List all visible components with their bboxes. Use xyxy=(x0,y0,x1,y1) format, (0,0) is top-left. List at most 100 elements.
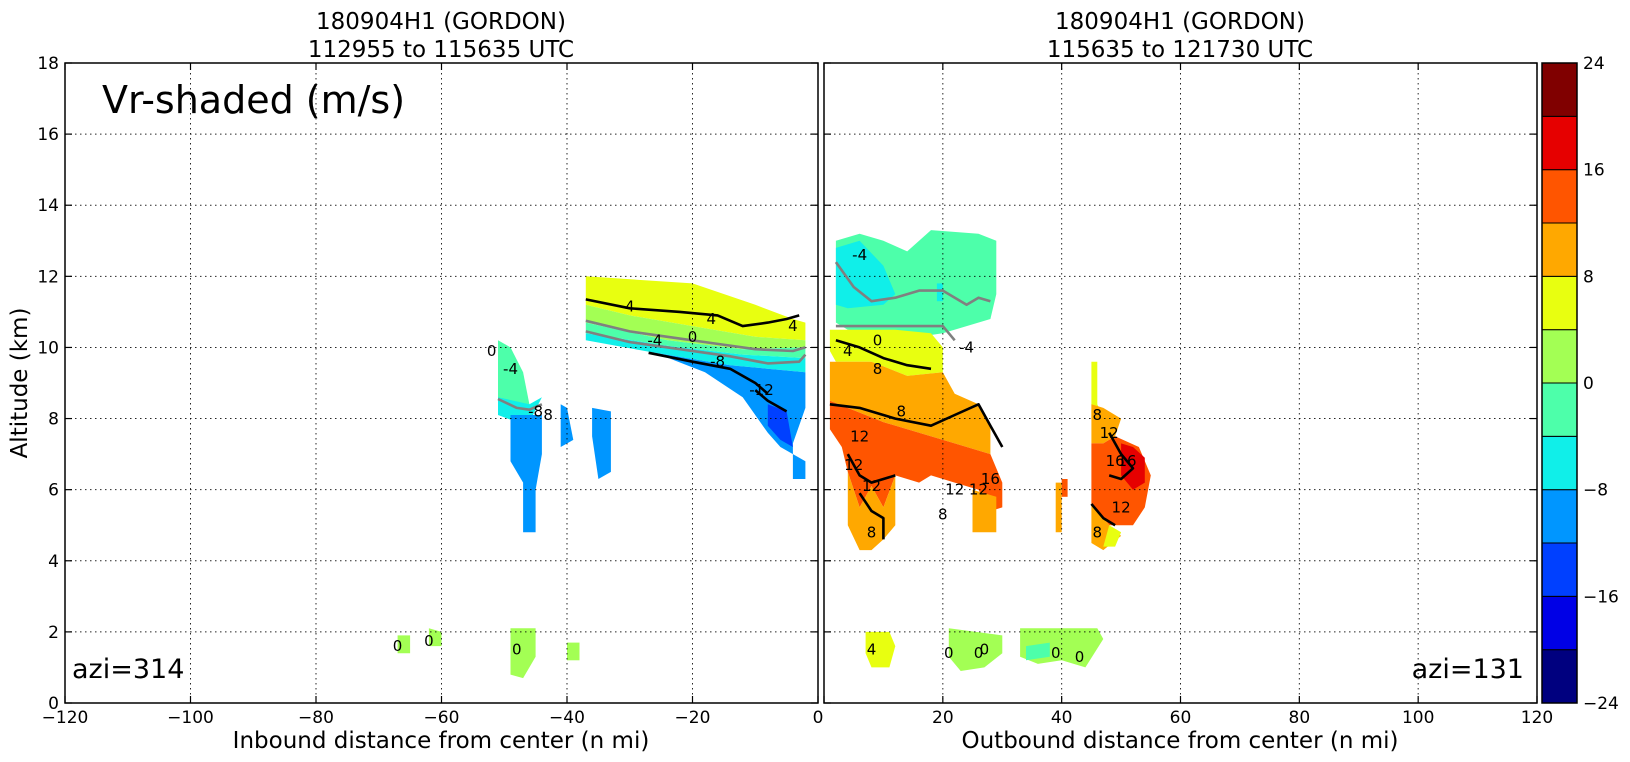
x-tick-label: −120 xyxy=(42,708,89,728)
shaded-region xyxy=(1026,642,1050,661)
panel-label: Vr-shaded (m/s) xyxy=(102,78,405,122)
colorbar-tick-label: 16 xyxy=(1583,161,1605,181)
x-tick-label: −20 xyxy=(675,708,711,728)
y-tick-label: 16 xyxy=(37,125,59,145)
contour-label: 0 xyxy=(944,644,954,662)
shaded-region xyxy=(1061,479,1068,497)
contour-line xyxy=(648,351,769,395)
right-panel-contours xyxy=(829,261,1135,540)
x-tick-label: −80 xyxy=(298,708,334,728)
left-panel-subtitle: 112955 to 115635 UTC xyxy=(308,37,574,63)
colorbar: 24 16 8 0 −8 −16 −24 xyxy=(1541,54,1619,714)
y-tick-label: 12 xyxy=(37,267,59,287)
contour-label: 0 xyxy=(688,328,698,346)
colorbar-tick-label: 24 xyxy=(1583,54,1605,74)
colorbar-cell xyxy=(1541,435,1578,491)
shaded-region xyxy=(829,329,943,376)
shaded-region xyxy=(567,642,580,661)
colorbar-cell xyxy=(1541,222,1578,277)
left-panel-azimuth: azi=314 xyxy=(72,654,184,685)
colorbar-cell xyxy=(1541,542,1578,597)
contour-line xyxy=(1090,503,1116,527)
shaded-region xyxy=(767,404,793,447)
contour-label: 4 xyxy=(788,317,798,335)
colorbar-tick-label: 0 xyxy=(1583,374,1594,394)
y-tick-label: 2 xyxy=(48,623,59,643)
shaded-region xyxy=(560,404,574,447)
contour-label: 4 xyxy=(867,641,877,659)
contour-line xyxy=(835,339,932,371)
contour-label: -4 xyxy=(852,246,867,264)
right-panel-subtitle: 115635 to 121730 UTC xyxy=(1047,37,1313,63)
contour-label: 12 xyxy=(969,481,988,499)
contour-label: -8 xyxy=(710,353,725,371)
right-panel-azimuth: azi=131 xyxy=(1412,654,1524,685)
contour-label: 0 xyxy=(1075,648,1085,666)
shaded-region xyxy=(510,628,536,679)
contour-label: 0 xyxy=(512,641,522,659)
x-tick-label: 20 xyxy=(932,708,954,728)
x-tick-label: −100 xyxy=(167,708,214,728)
colorbar-ticks: 24 16 8 0 −8 −16 −24 xyxy=(1583,54,1619,714)
colorbar-cell xyxy=(1541,115,1578,171)
colorbar-cell xyxy=(1541,649,1578,704)
contour-line xyxy=(754,389,788,413)
shaded-region xyxy=(1103,525,1122,547)
right-panel-x-label: Outbound distance from center (n mi) xyxy=(962,728,1399,754)
right-panel-x-ticks: 20 40 60 80 100 120 xyxy=(823,63,1553,728)
contour-label: 12 xyxy=(945,481,964,499)
contour-line xyxy=(585,298,800,328)
x-tick-label: 60 xyxy=(1170,708,1192,728)
contour-label: 4 xyxy=(707,310,717,328)
contour-label: 0 xyxy=(424,632,434,650)
contour-label: -4 xyxy=(647,331,662,349)
contour-label: 12 xyxy=(1100,424,1119,442)
x-tick-label: −60 xyxy=(424,708,460,728)
contour-label: 8 xyxy=(1093,406,1103,424)
left-panel-grid xyxy=(65,63,818,703)
colorbar-tick-label: −16 xyxy=(1583,587,1619,607)
shaded-region xyxy=(510,415,542,533)
colorbar-cell xyxy=(1541,382,1578,437)
contour-label: 8 xyxy=(896,402,906,420)
contour-label: 12 xyxy=(844,456,863,474)
shaded-region xyxy=(972,489,997,533)
left-panel-x-ticks: −120 −100 −80 −60 −40 −20 0 xyxy=(42,63,824,728)
shaded-region xyxy=(835,230,997,337)
contour-label: 8 xyxy=(1093,523,1103,541)
contour-label: 8 xyxy=(543,406,553,424)
contour-line xyxy=(497,397,543,411)
x-tick-label: 0 xyxy=(813,708,824,728)
contour-label: 12 xyxy=(850,427,869,445)
contour-line xyxy=(835,324,956,342)
contour-label: 4 xyxy=(625,298,635,316)
y-axis-label: Altitude (km) xyxy=(7,308,33,459)
shaded-region xyxy=(1091,361,1104,419)
shaded-region xyxy=(498,340,530,412)
shaded-region xyxy=(835,240,896,309)
contour-label: 0 xyxy=(1051,644,1061,662)
shaded-region xyxy=(428,628,442,647)
left-panel-inbound: 44 4-4 0-8-120-4-8 80 0 0 −120 −100 −80 −60 −40 −2… xyxy=(7,9,823,754)
contour-label: 0 xyxy=(980,641,990,659)
right-panel-title: 180904H1 (GORDON) xyxy=(1055,9,1305,35)
contour-label: 12 xyxy=(1112,498,1131,516)
x-tick-label: 120 xyxy=(1521,708,1553,728)
colorbar-tick-label: −24 xyxy=(1583,694,1619,714)
left-panel-x-label: Inbound distance from center (n mi) xyxy=(233,728,650,754)
left-panel-contours xyxy=(497,298,807,413)
y-tick-label: 8 xyxy=(48,410,59,430)
colorbar-cell xyxy=(1541,62,1578,117)
y-tick-label: 0 xyxy=(48,694,59,714)
shaded-region xyxy=(1091,404,1122,444)
contour-line xyxy=(585,330,807,365)
left-panel-title: 180904H1 (GORDON) xyxy=(316,9,566,35)
contour-label: -8 xyxy=(528,402,543,420)
colorbar-cell xyxy=(1541,489,1578,544)
shaded-region xyxy=(1055,482,1062,533)
contour-label: 0 xyxy=(974,644,984,662)
y-tick-label: 4 xyxy=(48,552,59,572)
